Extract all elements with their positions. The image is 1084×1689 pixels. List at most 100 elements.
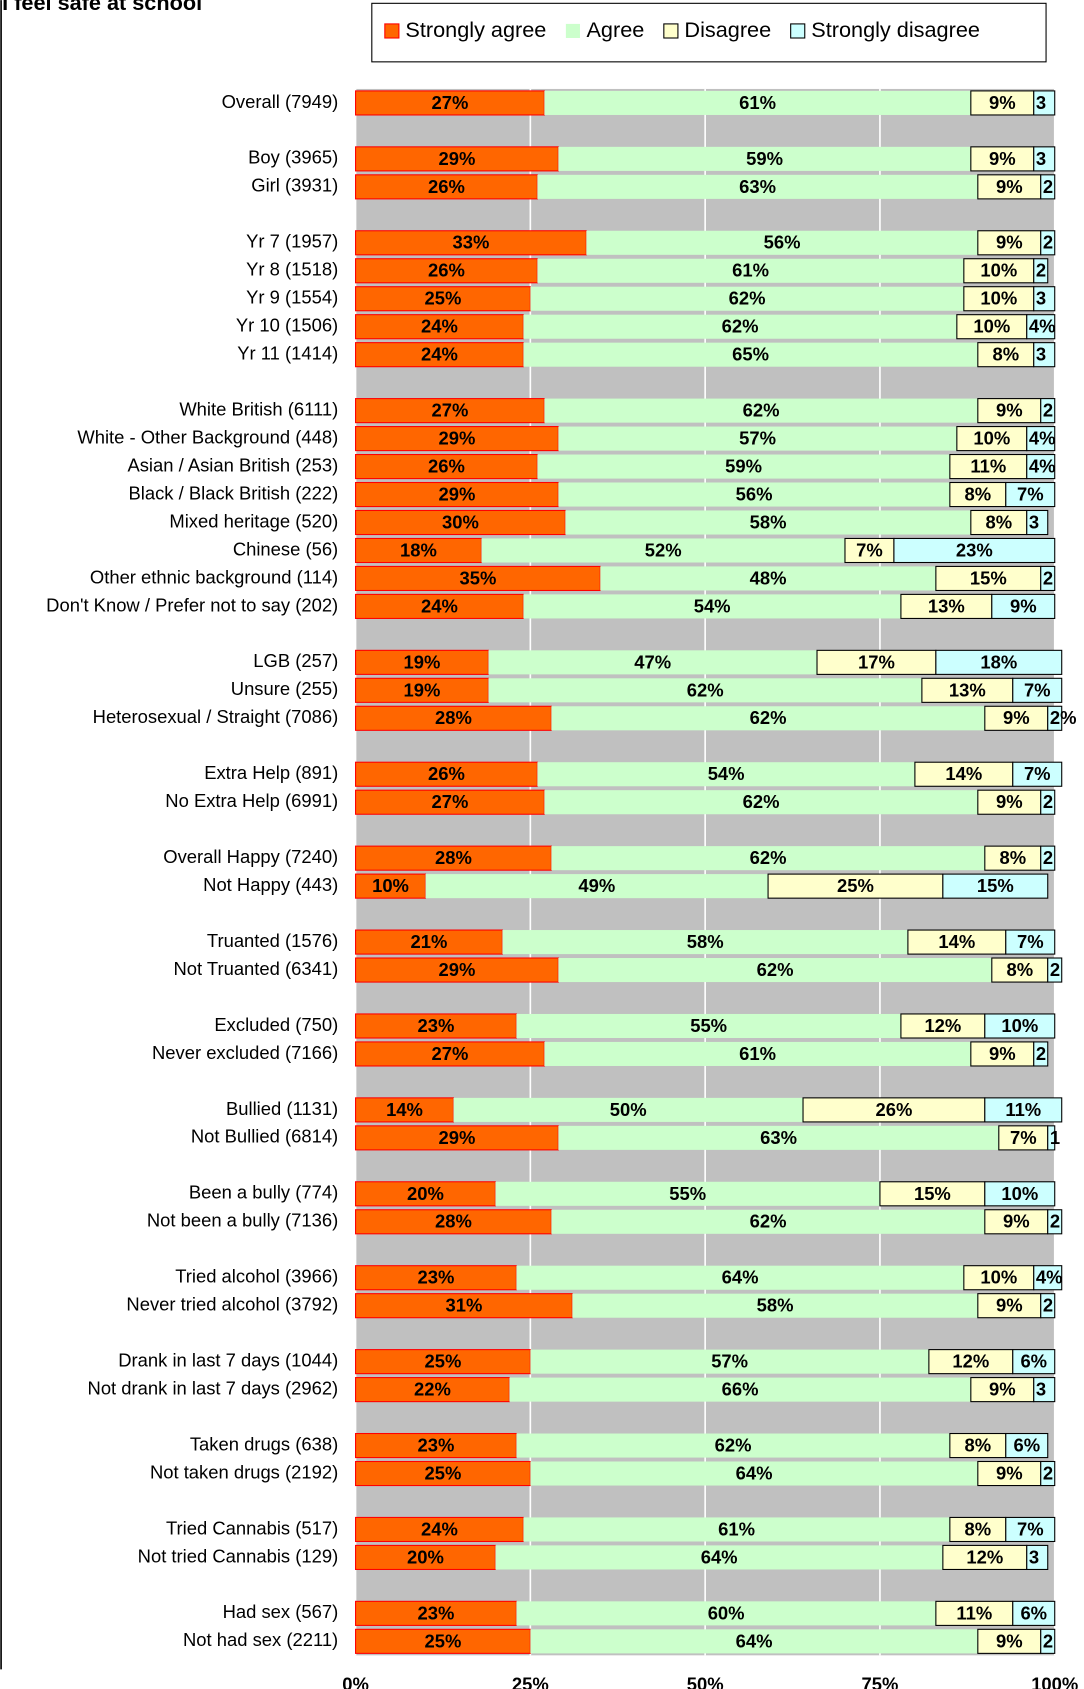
- bar-segment: [565, 510, 971, 535]
- y-tick-label: Black / Black British (222): [129, 482, 339, 503]
- data-label: 55%: [690, 1015, 727, 1036]
- bar-segment: [537, 454, 950, 479]
- y-tick-label: Not Happy (443): [203, 874, 338, 895]
- bar-segment: [523, 1517, 950, 1542]
- y-tick-label: Unsure (255): [231, 678, 338, 699]
- y-tick-label: Never tried alcohol (3792): [126, 1294, 338, 1315]
- bar-segment: [1033, 258, 1049, 284]
- legend-swatch: [565, 23, 580, 39]
- data-label: 9%: [989, 1043, 1016, 1064]
- bar-segment: [355, 593, 524, 619]
- bar-segment: [558, 426, 957, 451]
- data-label: 8%: [965, 483, 992, 504]
- bar-segment: [921, 677, 1014, 703]
- data-label: 23%: [418, 1267, 455, 1288]
- data-label: 4%: [1029, 428, 1056, 449]
- bar-segment: [1040, 1460, 1056, 1487]
- data-label: 20%: [407, 1546, 444, 1567]
- bar-segment: [984, 1181, 1056, 1207]
- bar-segment: [1033, 286, 1056, 312]
- bar-segment: [516, 1265, 964, 1290]
- bar-segment: [355, 174, 538, 200]
- bar-segment: [1047, 705, 1063, 731]
- bar-segment: [1040, 174, 1056, 200]
- data-label: 17%: [858, 651, 895, 672]
- data-label: 10%: [980, 288, 1017, 309]
- bar-segment: [914, 761, 1014, 787]
- y-tick-label: Not been a bully (7136): [147, 1210, 338, 1231]
- data-label: 25%: [425, 1351, 462, 1372]
- data-label: 59%: [725, 456, 762, 477]
- data-label: 60%: [708, 1602, 745, 1623]
- y-tick-label: Yr 8 (1518): [246, 259, 338, 280]
- data-label: 7%: [1017, 483, 1044, 504]
- bar-segment: [355, 649, 489, 675]
- bar-segment: [970, 1041, 1035, 1067]
- bar-segment: [355, 789, 545, 815]
- data-label: 2: [1043, 232, 1053, 253]
- bar-segment: [1005, 1432, 1049, 1459]
- data-label: 66%: [722, 1379, 759, 1400]
- data-label: 35%: [459, 567, 496, 588]
- data-label: 29%: [439, 148, 476, 169]
- bar-segment: [355, 286, 531, 312]
- data-label: 9%: [996, 176, 1023, 197]
- bar-segment: [977, 398, 1042, 424]
- data-label: 61%: [718, 1518, 755, 1539]
- data-label: 58%: [750, 511, 787, 532]
- data-label: 26%: [428, 456, 465, 477]
- data-label: 56%: [736, 483, 773, 504]
- bar-segment: [558, 958, 992, 983]
- data-label: 3: [1036, 92, 1046, 113]
- data-label: 9%: [1010, 595, 1037, 616]
- data-label: 52%: [645, 539, 682, 560]
- data-label: 25%: [425, 288, 462, 309]
- data-label: 63%: [739, 176, 776, 197]
- data-label: 62%: [750, 1211, 787, 1232]
- data-label: 9%: [989, 148, 1016, 169]
- bar-segment: [1033, 90, 1056, 116]
- bar-segment: [516, 1601, 936, 1626]
- x-tick-label: 25%: [512, 1674, 549, 1689]
- bar-segment: [495, 1545, 943, 1570]
- data-label: 3: [1029, 1546, 1039, 1567]
- bar-segment: [949, 1516, 1007, 1543]
- data-label: 63%: [760, 1127, 797, 1148]
- data-label: 56%: [764, 232, 801, 253]
- data-label: 2: [1043, 847, 1053, 868]
- data-label: 64%: [736, 1630, 773, 1651]
- data-label: 4%: [1029, 456, 1056, 477]
- data-label: 7%: [1024, 679, 1051, 700]
- data-label: 59%: [746, 148, 783, 169]
- data-label: 3: [1029, 511, 1039, 532]
- data-label: 3: [1036, 288, 1046, 309]
- bar-segment: [355, 1377, 510, 1403]
- data-label: 12%: [966, 1546, 1003, 1567]
- data-label: 58%: [687, 931, 724, 952]
- data-label: 2: [1036, 260, 1046, 281]
- bar-segment: [355, 1209, 552, 1235]
- bar-segment: [355, 146, 559, 172]
- legend-label: Strongly disagree: [811, 17, 980, 42]
- bar-segment: [928, 1349, 1014, 1375]
- bar-segment: [1047, 957, 1063, 983]
- bar-segment: [530, 1461, 978, 1486]
- data-label: 62%: [729, 288, 766, 309]
- bar-segment: [942, 873, 1049, 899]
- y-tick-label: No Extra Help (6991): [165, 790, 338, 811]
- bar-segment: [1040, 789, 1056, 815]
- bar-segment: [1040, 230, 1056, 256]
- bar-segment: [970, 90, 1035, 116]
- bar-segment: [1033, 1041, 1049, 1067]
- data-label: 27%: [432, 400, 469, 421]
- bar-segment: [355, 1516, 524, 1543]
- data-label: 9%: [1003, 1211, 1030, 1232]
- data-label: 64%: [722, 1267, 759, 1288]
- data-label: 3: [1036, 344, 1046, 365]
- y-tick-label: Not Bullied (6814): [191, 1126, 338, 1147]
- bar-segment: [355, 1349, 531, 1375]
- data-label: 9%: [1003, 707, 1030, 728]
- data-label: 10%: [973, 316, 1010, 337]
